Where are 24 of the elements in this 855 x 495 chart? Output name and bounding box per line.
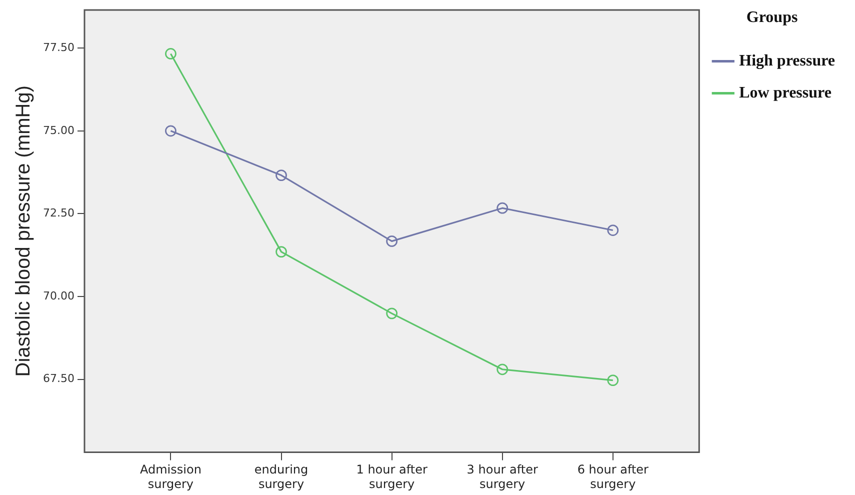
y-tick-label: 75.00 <box>42 124 74 137</box>
y-tick-label: 72.50 <box>42 206 74 220</box>
x-tick-label: Admission surgery <box>140 462 202 491</box>
y-tick-label: 70.00 <box>42 289 74 302</box>
point <box>607 374 619 386</box>
legend-label: Low pressure <box>739 84 832 102</box>
x-tick-label: 3 hour after surgery <box>466 462 538 491</box>
y-tick-label: 67.50 <box>42 372 74 386</box>
point <box>165 125 176 137</box>
y-axis-title: Diastolic blood pressure (mmHg) <box>12 86 35 377</box>
x-tick-label: 6 hour after surgery <box>577 462 649 491</box>
legend-label: High pressure <box>739 52 836 70</box>
point <box>276 246 287 258</box>
legend-title: Groups <box>746 9 798 26</box>
point <box>386 308 398 320</box>
y-tick-label: 77.50 <box>42 40 74 54</box>
point <box>496 202 508 214</box>
point <box>386 236 398 247</box>
x-tick-label: 1 hour after surgery <box>356 462 428 491</box>
point <box>276 170 287 181</box>
point <box>496 364 508 376</box>
point <box>165 48 176 60</box>
point <box>607 224 619 236</box>
x-tick-label: enduring surgery <box>254 462 308 491</box>
